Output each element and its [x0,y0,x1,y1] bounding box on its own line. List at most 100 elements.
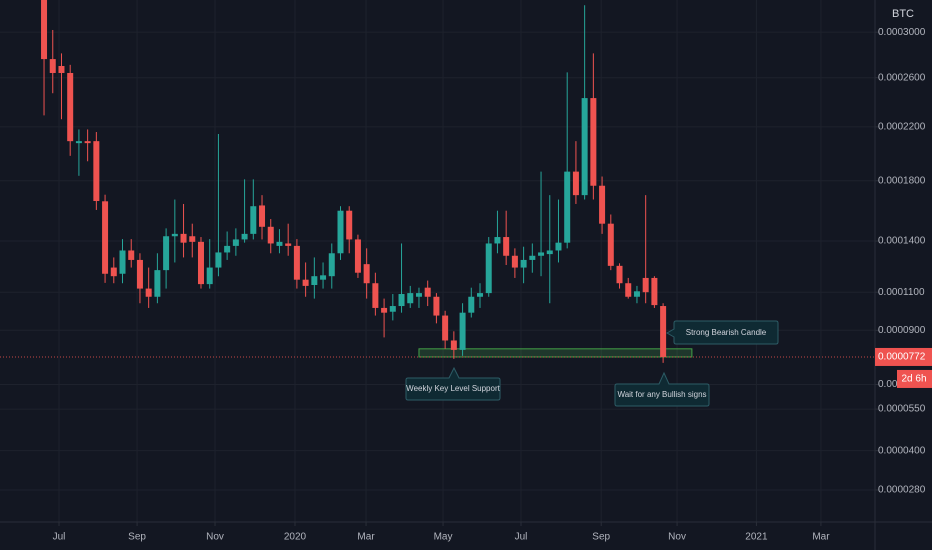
candle-body [494,237,501,244]
candle-body [311,276,318,286]
candle-body [660,306,667,357]
candle-body [389,306,396,312]
candle-body [58,65,65,73]
price-labels: 2d 6h 0.0000772 [875,347,932,388]
y-tick-label: 0.0000400 [878,445,926,456]
y-tick-label: 0.0002200 [878,122,926,133]
candle-body [346,210,353,240]
candle-body [224,245,231,253]
candle-body [642,277,649,293]
candle-body [564,171,571,243]
x-tick-label: Mar [357,532,375,543]
candle-body [633,291,640,297]
candle-body [250,206,257,234]
candle-body [599,185,606,224]
x-tick-label: May [434,532,453,543]
candle-body [259,205,266,227]
candle-body [503,237,510,256]
candle-body [555,242,562,251]
y-tick-label: 0.0002600 [878,72,926,83]
candle-body [102,201,109,274]
countdown-box [897,369,932,388]
y-tick-label: 0.0000550 [878,404,926,415]
candle-body [119,250,126,274]
candle-body [232,239,239,246]
candle-body [616,265,623,284]
y-tick-label: 0.0003000 [878,27,926,38]
candle-body [572,171,579,196]
y-tick-label: 0.0000900 [878,325,926,336]
candle-body [206,267,213,285]
currency-label: BTC [892,8,914,20]
x-tick-label: Sep [592,532,610,543]
candle-body [267,226,274,244]
x-tick-label: Nov [668,532,686,543]
candle-body [625,283,632,297]
candle-body [372,283,379,308]
x-tick-label: Sep [128,532,146,543]
last-price-label: 0.0000772 [878,352,926,363]
candle-body [49,59,56,73]
candle-body [538,252,545,256]
y-tick-label: 0.0001400 [878,236,926,247]
x-tick-label: Jul [53,532,66,543]
candle-body [442,315,449,341]
candle-body [337,210,344,254]
candle-body [276,241,283,246]
candle-body [511,255,518,268]
candle-body [468,296,475,313]
countdown: 2d 6h [901,374,926,385]
annotation: Strong Bearish Candle [686,328,767,337]
y-tick-label: 0.0000280 [878,485,926,496]
candle-body [285,243,292,246]
callout-box [614,371,710,407]
candle-body [84,141,91,144]
candle-body [93,141,100,202]
candle-body [145,288,152,297]
candle-body [215,252,222,268]
x-tick-label: Nov [206,532,224,543]
callout-box [665,320,779,345]
candle-body [398,294,405,307]
y-tick-label: 0.0001100 [878,287,925,298]
candle-body [302,279,309,286]
candle-body [41,0,48,60]
candle-body [415,293,422,297]
candle-body [546,250,553,255]
candle-body [241,233,248,240]
candle-body [197,241,204,285]
candle-body [136,259,143,289]
candle-body [171,233,178,237]
candle-body [651,277,658,306]
candle-body [459,312,466,350]
candle-body [328,253,335,277]
candle-body [407,293,414,304]
candle-body [75,141,82,144]
axes: 0.0003000 0.0002600 0.0002200 0.0001800 0.00… [53,27,926,543]
plot-area [0,0,875,363]
candle-body [163,236,170,271]
y-tick-label: 0.0001800 [878,175,926,186]
candle-body [128,250,135,260]
candle-body [154,270,161,297]
candle-body [590,98,597,186]
candle-body [433,296,440,316]
candle-body [293,245,300,280]
annotation: Weekly Key Level Support [406,384,500,393]
candle-body [520,259,527,268]
candle-body [607,223,614,266]
candle-body [485,243,492,294]
x-tick-label: Mar [812,532,830,543]
x-tick-label: 2020 [284,532,307,543]
candle-body [477,293,484,297]
candle-body [529,255,536,260]
support-zone [418,348,693,358]
annotation: Wait for any Bullish signs [617,390,706,399]
candle-body [363,264,370,284]
x-tick-label: Jul [515,532,528,543]
candle-body [424,287,431,297]
candle-body [354,239,361,273]
candle-body [180,233,187,243]
